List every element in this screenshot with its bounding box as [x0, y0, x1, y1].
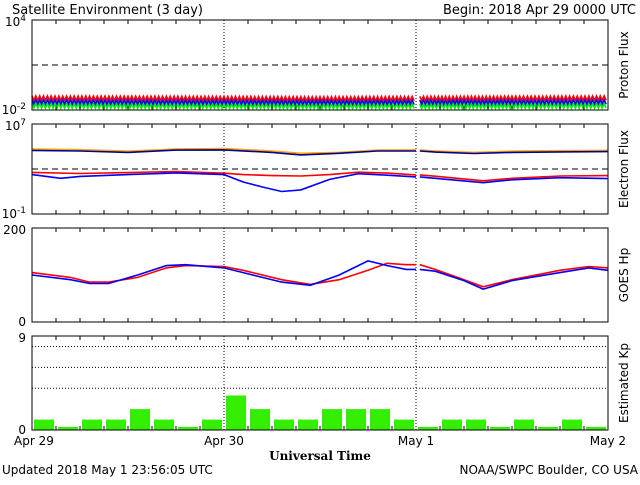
kp-bar — [514, 419, 534, 430]
kp-bar — [178, 426, 198, 430]
kp-bar — [82, 419, 102, 430]
series-line-orange — [31, 147, 417, 155]
y-tick-label: 10-1 — [2, 206, 26, 221]
kp-bar — [442, 419, 462, 430]
updated-timestamp: Updated 2018 May 1 23:56:05 UTC — [2, 463, 213, 477]
kp-bar — [202, 419, 222, 430]
kp-bar — [322, 409, 342, 430]
x-tick-label: May 1 — [398, 434, 434, 448]
series-line-blue — [31, 97, 415, 107]
y-axis-label: Estimated Kp — [617, 343, 631, 423]
kp-bar — [34, 419, 54, 430]
kp-bar — [466, 419, 486, 430]
y-tick-label: 107 — [5, 118, 26, 133]
y-tick-label: 104 — [5, 14, 26, 29]
series-line-blue — [419, 97, 607, 107]
y-tick-label: 10-2 — [2, 102, 26, 117]
series-line-red — [419, 174, 609, 182]
kp-bar — [586, 426, 606, 430]
chart-title: Satellite Environment (3 day) — [12, 3, 203, 18]
kp-bar — [394, 419, 414, 430]
estimated-kp-panel: 9 0 Estimated Kp — [18, 331, 631, 437]
begin-time: Begin: 2018 Apr 29 0000 UTC — [443, 3, 636, 18]
series-line-red — [31, 170, 417, 177]
goes-hp-panel: 200 0 GOES Hp — [3, 223, 631, 329]
credit-text: NOAA/SWPC Boulder, CO USA — [460, 463, 639, 477]
x-tick-label: Apr 29 — [14, 434, 54, 448]
kp-bar — [250, 409, 270, 430]
electron-flux-panel: 107 10-1 Electron Flux — [2, 118, 631, 221]
y-tick-label: 200 — [3, 223, 26, 237]
kp-bar — [226, 395, 246, 430]
kp-bar — [418, 426, 438, 430]
kp-bar — [106, 419, 126, 430]
series-line-blue — [31, 260, 416, 287]
series-line-green — [419, 101, 607, 111]
kp-bar — [562, 419, 582, 430]
kp-bar — [298, 419, 318, 430]
series-line-blue — [419, 267, 609, 290]
kp-bar — [274, 419, 294, 430]
series-line-blue — [419, 176, 609, 184]
panel-frame — [31, 335, 609, 431]
proton-flux-panel: 104 10-2 Proton Flux — [2, 14, 631, 117]
series-line-red — [419, 93, 607, 103]
series-line-navy — [419, 150, 609, 155]
y-tick-label: 9 — [18, 331, 26, 345]
panel-frame — [31, 227, 609, 323]
kp-bar — [130, 409, 150, 430]
x-axis-label: Universal Time — [269, 449, 371, 463]
kp-bar — [370, 409, 390, 430]
series-line-navy — [31, 149, 416, 156]
series-line-red — [31, 262, 416, 286]
kp-bar — [538, 426, 558, 430]
x-tick-label: May 2 — [590, 434, 626, 448]
series-line-red — [419, 263, 609, 288]
kp-bar — [490, 426, 510, 430]
y-axis-label: Proton Flux — [617, 31, 631, 98]
series-line-blue — [31, 172, 417, 193]
y-axis-label: GOES Hp — [617, 248, 631, 302]
series-line-orange — [419, 149, 609, 154]
kp-bar — [346, 409, 366, 430]
kp-bar — [154, 419, 174, 430]
series-line-green — [31, 101, 415, 111]
kp-bar — [58, 426, 78, 430]
y-tick-label: 0 — [18, 423, 26, 437]
y-axis-label: Electron Flux — [617, 130, 631, 208]
x-tick-label: Apr 30 — [204, 434, 244, 448]
panel-frame — [31, 123, 609, 215]
y-tick-label: 0 — [18, 315, 26, 329]
series-line-red — [31, 93, 415, 104]
